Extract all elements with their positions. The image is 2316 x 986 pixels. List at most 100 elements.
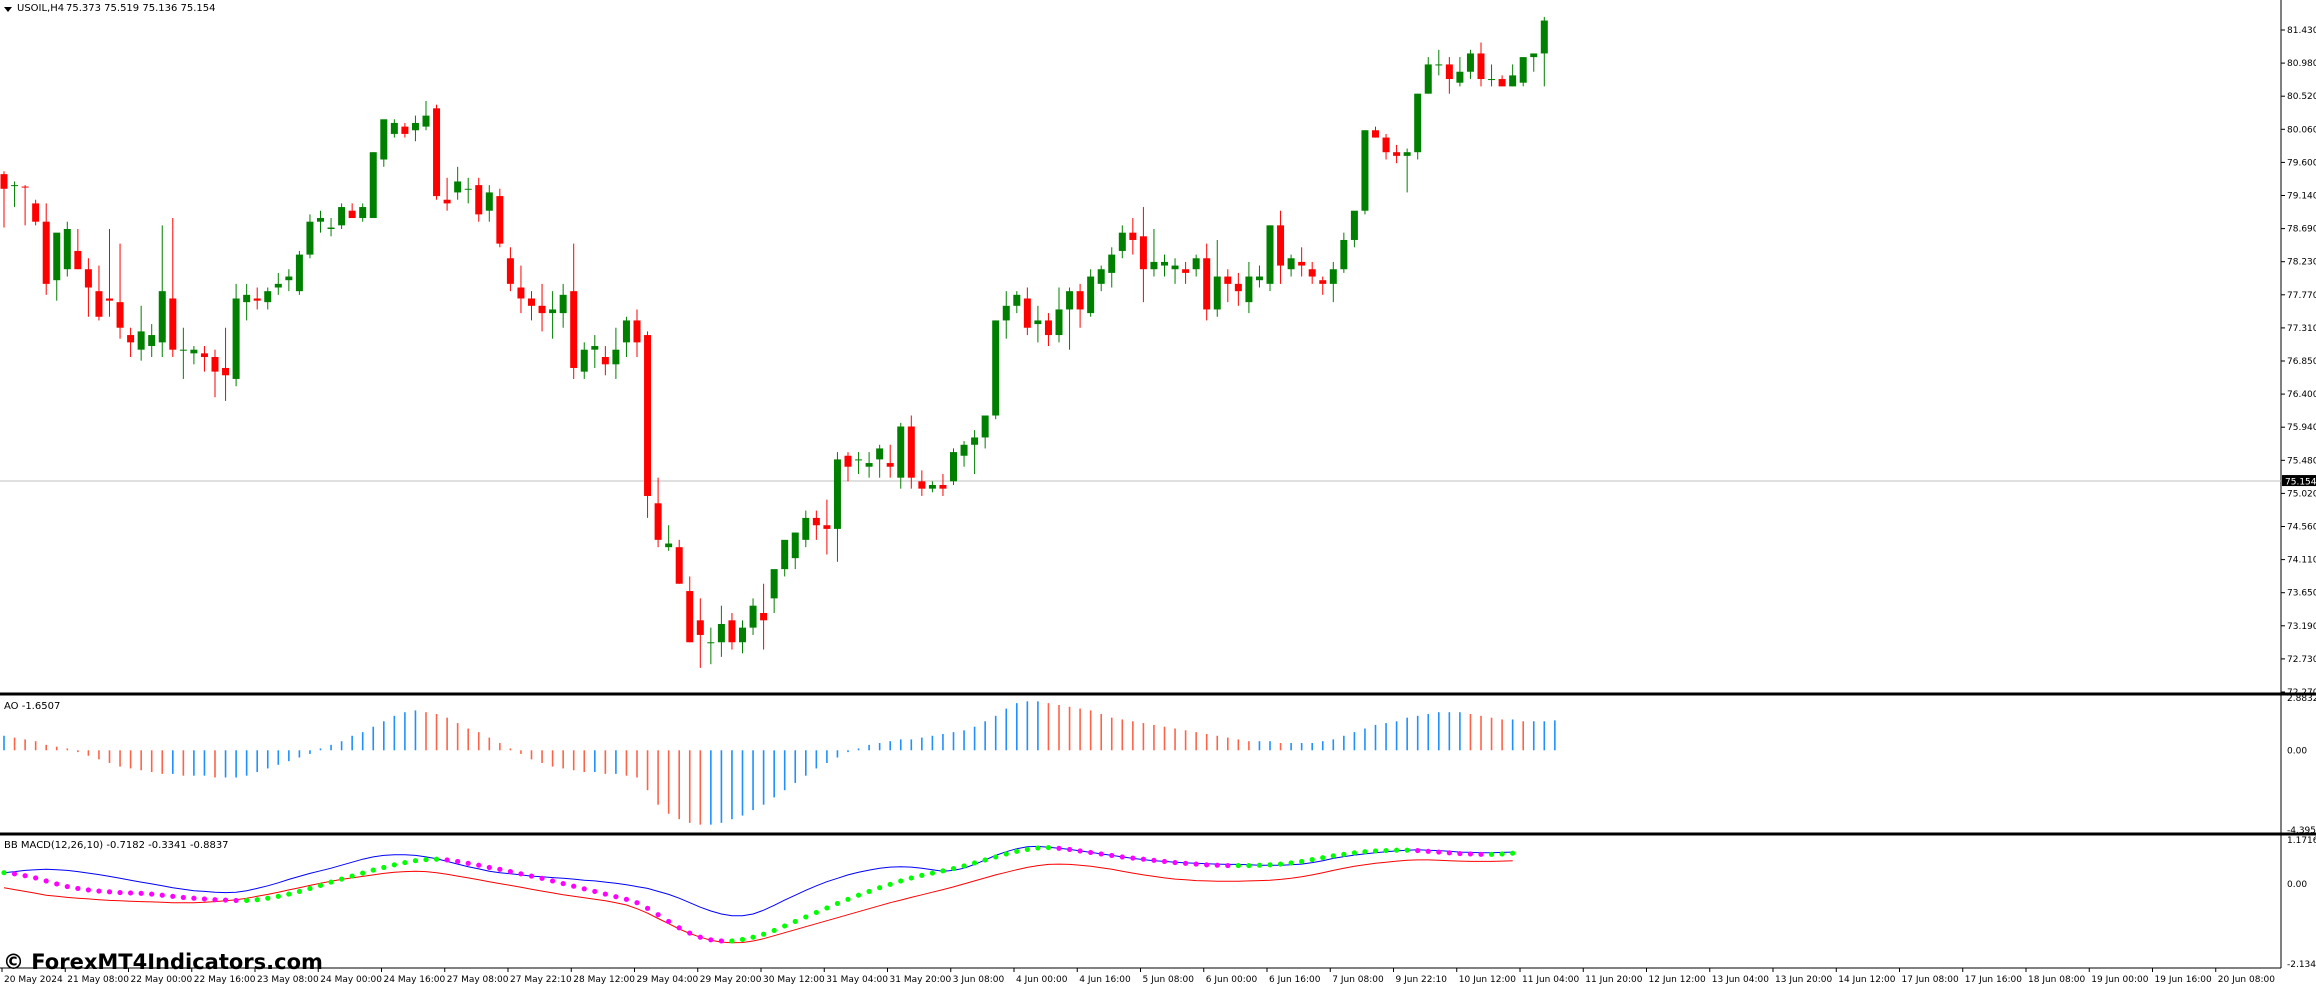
time-tick-label: 30 May 12:00 (763, 975, 825, 985)
macd-dot (1256, 862, 1263, 868)
macd-dot (1299, 858, 1305, 865)
macd-dot (128, 890, 134, 896)
macd-dot (286, 891, 292, 897)
macd-dot (1003, 851, 1009, 857)
time-tick-label: 31 May 20:00 (890, 975, 952, 985)
macd-dot (813, 909, 819, 916)
bull-candle (1118, 232, 1126, 251)
macd-dot (961, 863, 967, 869)
macd-dot (539, 875, 545, 881)
macd-dot (244, 897, 250, 904)
price-tick-label: 73.650 (2287, 589, 2316, 599)
window-menu-arrow-icon[interactable] (4, 7, 12, 12)
macd-dot (476, 862, 482, 868)
bear-candle (1277, 225, 1285, 266)
bull-candle (454, 181, 462, 193)
macd-dot (149, 891, 155, 897)
price-tick-label: 81.430 (2287, 26, 2316, 36)
bull-candle (1150, 261, 1158, 270)
bull-candle (1540, 20, 1548, 54)
macd-dot (877, 885, 883, 891)
macd-dot (613, 894, 619, 900)
bull-candle (1097, 269, 1105, 284)
bear-candle (907, 426, 915, 478)
bear-candle (506, 258, 514, 284)
bull-candle (63, 228, 71, 270)
bull-candle (1519, 57, 1527, 83)
price-tick-label: 78.690 (2287, 225, 2316, 235)
price-tick-label: 79.140 (2287, 192, 2316, 202)
bull-candle (464, 188, 472, 190)
macd-dot (1488, 851, 1495, 857)
bull-candle (960, 444, 968, 456)
macd-dot (64, 883, 70, 890)
bear-candle (675, 547, 683, 584)
macd-dot (370, 867, 376, 873)
bull-candle (422, 115, 430, 127)
macd-dot (1225, 862, 1231, 869)
bull-candle (274, 283, 282, 288)
bear-candle (601, 357, 609, 365)
macd-dot (887, 881, 893, 887)
macd-dot (1467, 851, 1474, 857)
macd-dot (170, 893, 176, 899)
time-tick-label: 11 Jun 20:00 (1585, 975, 1642, 985)
ao-axis-label: -4.3958 (2287, 826, 2316, 836)
time-tick-label: 29 May 20:00 (700, 975, 762, 985)
macd-dot (423, 856, 429, 863)
bear-candle (918, 481, 926, 489)
price-tick-label: 78.230 (2287, 258, 2316, 268)
macd-dot (908, 875, 914, 881)
macd-dot (317, 882, 324, 889)
bear-candle (728, 620, 736, 643)
macd-dot (85, 887, 91, 893)
time-tick-label: 6 Jun 00:00 (1206, 975, 1258, 985)
macd-dot (1404, 847, 1410, 853)
bull-candle (11, 185, 19, 187)
time-tick-label: 27 May 08:00 (447, 975, 509, 985)
macd-dot (1446, 850, 1452, 856)
macd-dot (708, 937, 714, 943)
macd-dot (486, 864, 492, 871)
bull-candle (1340, 239, 1348, 270)
time-tick-label: 22 May 00:00 (131, 975, 193, 985)
bull-candle (1013, 294, 1021, 306)
macd-dot (1351, 850, 1357, 856)
bull-candle (1255, 276, 1263, 281)
bull-candle (1424, 64, 1432, 94)
macd-dot (1014, 848, 1020, 854)
bull-candle (1171, 265, 1179, 270)
time-tick-label: 11 Jun 04:00 (1522, 975, 1579, 985)
bull-candle (338, 207, 346, 226)
ao-axis: 2.8832 0.00 -4.3958 (2287, 694, 2316, 836)
macd-dot (581, 886, 587, 892)
macd-dot (993, 854, 999, 860)
price-tick-label: 72.270 (2287, 688, 2316, 698)
bull-candle (190, 349, 198, 354)
bear-candle (654, 503, 662, 540)
price-tick-label: 75.020 (2287, 489, 2316, 499)
bear-candle (844, 455, 852, 467)
time-tick-label: 24 May 00:00 (320, 975, 382, 985)
bear-candle (570, 291, 578, 368)
macd-dot (191, 895, 197, 901)
bear-candle (1023, 298, 1031, 328)
bull-candle (1509, 75, 1517, 87)
macd-dot (1024, 846, 1030, 853)
bear-candle (1203, 258, 1211, 310)
current-price-tag: 75.154 (2282, 475, 2316, 488)
price-tick-label: 74.110 (2287, 556, 2316, 566)
macd-dot (1035, 845, 1041, 851)
bear-candle (939, 485, 947, 489)
bear-candle (528, 298, 535, 306)
macd-dot (11, 871, 18, 877)
macd-dot (1045, 844, 1052, 851)
bear-candle (886, 463, 894, 467)
bull-candle (1456, 71, 1464, 83)
bull-candle (622, 320, 630, 343)
macd-dot (1077, 848, 1083, 854)
bear-candle (1308, 269, 1316, 277)
macd-dot (1510, 850, 1516, 856)
macd-dot (676, 925, 682, 931)
